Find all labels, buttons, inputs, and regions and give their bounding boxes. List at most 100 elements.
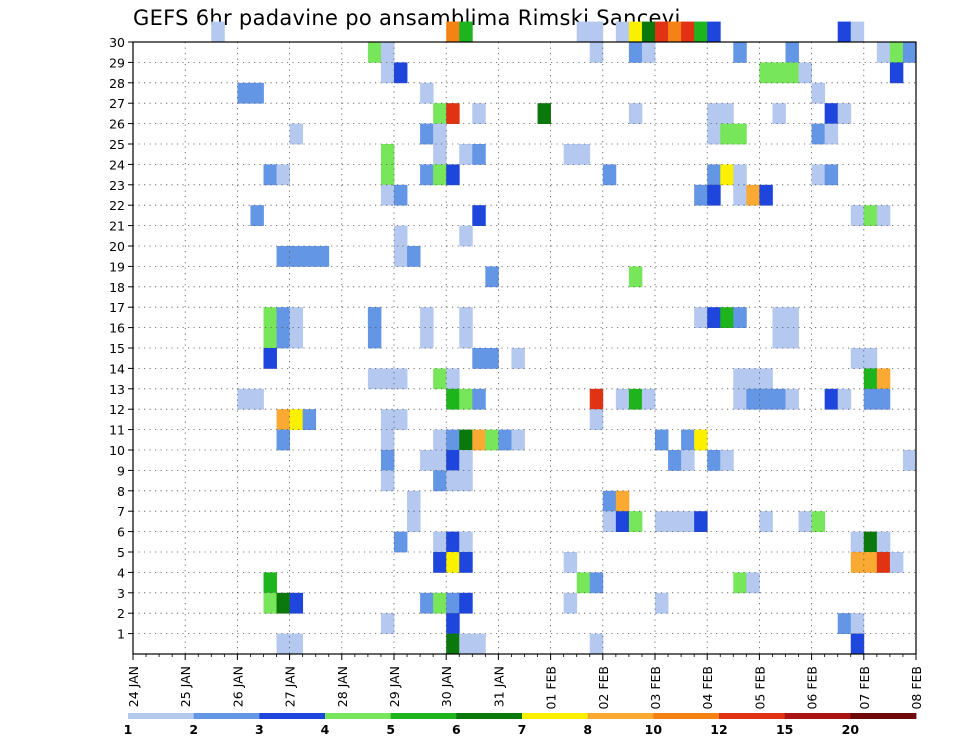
y-tick-label: 8 (117, 484, 125, 499)
precip-cell (302, 409, 317, 430)
precip-cell (472, 103, 486, 124)
precip-cell (420, 307, 434, 328)
precip-cell (863, 388, 878, 410)
precip-cell (407, 246, 421, 267)
precip-cell (433, 450, 447, 471)
precip-cell (380, 368, 395, 390)
precip-cell (668, 511, 682, 532)
x-tick-label: 26 JAN (230, 666, 245, 707)
precip-cell (420, 164, 434, 186)
precip-cell (720, 164, 734, 186)
precip-cell (876, 552, 891, 573)
precip-cell (433, 552, 447, 573)
precip-cell (694, 307, 708, 328)
y-tick-label: 6 (117, 525, 125, 540)
precip-cell (589, 388, 604, 410)
precip-cell (485, 348, 499, 369)
precip-cell (380, 470, 395, 492)
precip-cell (628, 266, 643, 288)
precip-cell (420, 82, 434, 104)
precip-cell (850, 205, 865, 226)
y-tick-label: 12 (109, 402, 125, 417)
precip-cell (485, 429, 499, 451)
precip-cell (746, 368, 760, 390)
precip-cell (746, 388, 760, 410)
precip-cell (589, 42, 604, 63)
precip-cell (655, 429, 669, 451)
x-tick-label: 02 FEB (596, 666, 611, 710)
precip-cell (655, 21, 669, 43)
legend-label: 7 (518, 722, 527, 737)
precip-cell (446, 552, 460, 573)
precip-cell (889, 62, 904, 84)
precip-cell (446, 103, 460, 124)
precip-cell (798, 62, 812, 84)
legend-label: 12 (710, 722, 727, 737)
precip-cell (380, 164, 395, 186)
precip-cell (850, 613, 865, 634)
y-tick-label: 28 (109, 76, 125, 91)
precip-cell (772, 388, 786, 410)
precip-cell (694, 429, 708, 451)
precip-cell (876, 531, 891, 553)
precip-cell (276, 429, 290, 451)
precip-cell (276, 307, 290, 328)
precip-cell (407, 511, 421, 532)
grid-lines (133, 42, 916, 654)
y-tick-label: 20 (109, 239, 125, 254)
y-tick-label: 23 (109, 178, 125, 193)
precip-cell (446, 633, 460, 655)
precip-cell (446, 592, 460, 614)
precip-cell (263, 592, 277, 614)
precip-cell (420, 450, 434, 471)
precip-cell (759, 388, 773, 410)
precip-cell (772, 327, 786, 349)
precip-cell (472, 388, 486, 410)
legend-label: 1 (124, 722, 133, 737)
precip-cell (759, 184, 773, 206)
precip-cell (707, 21, 721, 43)
precip-cell (367, 42, 382, 63)
precip-cell (707, 164, 721, 186)
precip-cell (380, 429, 395, 451)
precip-cell (394, 62, 408, 84)
precip-cell (720, 123, 734, 145)
precip-cell (433, 592, 447, 614)
precip-cell (263, 164, 277, 186)
precip-cell (889, 42, 904, 63)
precip-cell (289, 327, 304, 349)
precip-cell (380, 409, 395, 430)
precip-cell (628, 388, 643, 410)
precip-cell (694, 184, 708, 206)
legend-swatch (850, 713, 917, 719)
legend-swatch (522, 713, 589, 719)
y-tick-label: 30 (109, 35, 125, 50)
y-tick-label: 5 (117, 545, 125, 560)
legend-swatch (325, 713, 392, 719)
y-tick-label: 1 (117, 627, 125, 642)
y-tick-label: 25 (109, 137, 125, 152)
y-tick-label: 27 (109, 96, 125, 111)
precip-cell (289, 592, 304, 614)
precip-cell (733, 307, 747, 328)
precip-cell (263, 572, 277, 594)
y-tick-label: 18 (109, 280, 125, 295)
precip-cell (420, 592, 434, 614)
legend-label: 20 (842, 722, 860, 737)
x-tick-label: 01 FEB (544, 666, 559, 710)
precip-cell (876, 368, 891, 390)
color-legend: 1 2 3 4 5 6 7 8 10 12 15 20 (124, 713, 917, 737)
precip-cell (263, 348, 277, 369)
x-tick-label: 04 FEB (700, 666, 715, 710)
precip-cell (446, 450, 460, 471)
y-tick-label: 3 (117, 586, 125, 601)
precip-cell (655, 511, 669, 532)
y-tick-label: 17 (109, 300, 125, 315)
y-tick-label: 7 (117, 504, 125, 519)
y-tick-label: 2 (117, 606, 125, 621)
precip-cell (472, 633, 486, 655)
precip-cell (850, 552, 865, 573)
precip-cell (459, 225, 473, 247)
precip-cell (433, 368, 447, 390)
legend-swatch (128, 713, 195, 719)
